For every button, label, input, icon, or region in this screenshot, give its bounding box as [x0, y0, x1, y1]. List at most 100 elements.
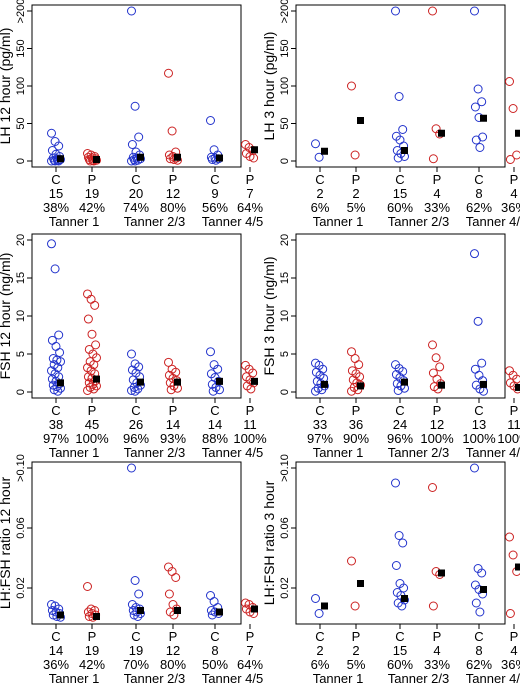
data-point	[87, 329, 97, 339]
data-point	[83, 582, 92, 591]
count-label: 11	[507, 417, 520, 432]
percent-label: 6%	[311, 657, 330, 672]
data-point	[471, 135, 481, 145]
data-point	[130, 101, 140, 111]
median-marker	[357, 580, 364, 587]
count-label: 19	[85, 643, 99, 658]
y-tick-label: >0.10	[15, 454, 27, 482]
x-tick-label: C	[131, 403, 140, 418]
data-point	[512, 150, 520, 160]
data-point	[89, 384, 99, 394]
data-point	[394, 531, 404, 540]
x-tick-label: P	[88, 172, 97, 187]
x-tick-label: P	[510, 172, 519, 187]
y-tick-label: 150	[279, 39, 291, 57]
tanner-label: Tanner 1	[49, 445, 100, 460]
y-tick-label: 10	[279, 310, 291, 322]
data-point	[470, 6, 479, 16]
median-marker	[515, 563, 520, 571]
data-point	[435, 362, 445, 372]
percent-label: 36%	[501, 657, 520, 672]
data-point	[51, 341, 61, 351]
x-tick-label: P	[352, 629, 361, 644]
data-point	[127, 140, 137, 149]
count-label: 14	[208, 417, 222, 432]
data-point	[505, 609, 515, 618]
y-tick-label: 5	[279, 351, 291, 357]
count-label: 8	[475, 186, 482, 201]
count-label: 2	[352, 643, 359, 658]
data-point	[164, 357, 173, 367]
percent-label: 88%	[202, 431, 228, 446]
data-point	[164, 68, 173, 78]
data-point	[354, 360, 364, 370]
data-point	[505, 532, 514, 542]
y-tick-label: 15	[279, 272, 291, 284]
median-marker	[401, 595, 408, 602]
percent-label: 64%	[237, 657, 263, 672]
count-label: 2	[352, 186, 359, 201]
x-tick-label: P	[246, 403, 255, 418]
data-point	[91, 340, 101, 350]
x-tick-label: P	[88, 403, 97, 418]
x-tick-label: C	[51, 629, 60, 644]
data-point	[311, 594, 320, 603]
median-marker	[93, 613, 100, 620]
percent-label: 100%	[462, 431, 496, 446]
median-marker	[321, 380, 328, 388]
median-marker	[321, 147, 328, 155]
y-axis-label: LH:FSH ratio 3 hour	[261, 480, 277, 605]
percent-label: 97%	[43, 431, 69, 446]
y-tick-label: 20	[279, 234, 291, 246]
percent-label: 97%	[307, 431, 333, 446]
median-marker	[57, 379, 64, 387]
percent-label: 5%	[347, 200, 366, 215]
median-marker	[480, 586, 487, 593]
percent-label: 100%	[75, 431, 109, 446]
data-point	[347, 347, 356, 357]
data-point	[90, 300, 100, 310]
data-point	[314, 152, 324, 162]
data-point	[127, 156, 136, 166]
median-marker	[251, 605, 258, 613]
median-marker	[401, 378, 408, 386]
data-point	[314, 609, 324, 618]
y-tick-label: 0	[279, 158, 291, 164]
median-marker	[438, 129, 445, 137]
median-marker	[357, 117, 364, 124]
x-tick-label: P	[433, 172, 442, 187]
median-marker	[321, 602, 328, 610]
x-tick-label: C	[131, 629, 140, 644]
count-label: 24	[393, 417, 407, 432]
tanner-label: Tanner 4/5	[202, 214, 263, 229]
x-tick-label: P	[169, 172, 178, 187]
data-point	[206, 591, 215, 600]
data-point	[477, 358, 487, 368]
median-marker	[480, 380, 487, 388]
x-tick-label: P	[510, 403, 519, 418]
percent-label: 56%	[202, 200, 228, 215]
y-axis-label: FSH 3 hour (ng/ml)	[261, 256, 277, 375]
data-point	[508, 104, 518, 113]
data-point	[398, 538, 408, 548]
median-marker	[216, 608, 223, 616]
x-tick-label: P	[88, 629, 97, 644]
median-marker	[438, 569, 445, 577]
data-point	[47, 335, 57, 345]
tanner-label: Tanner 1	[313, 214, 364, 229]
data-point	[391, 478, 400, 488]
x-tick-label: P	[352, 172, 361, 187]
x-tick-label: P	[433, 403, 442, 418]
data-point	[505, 155, 515, 164]
data-point	[134, 589, 144, 599]
y-tick-label: 0.06	[279, 517, 291, 538]
data-point	[471, 598, 481, 608]
y-tick-label: 15	[15, 272, 27, 284]
percent-label: 42%	[79, 200, 105, 215]
data-point	[54, 141, 64, 151]
percent-label: 60%	[387, 657, 413, 672]
